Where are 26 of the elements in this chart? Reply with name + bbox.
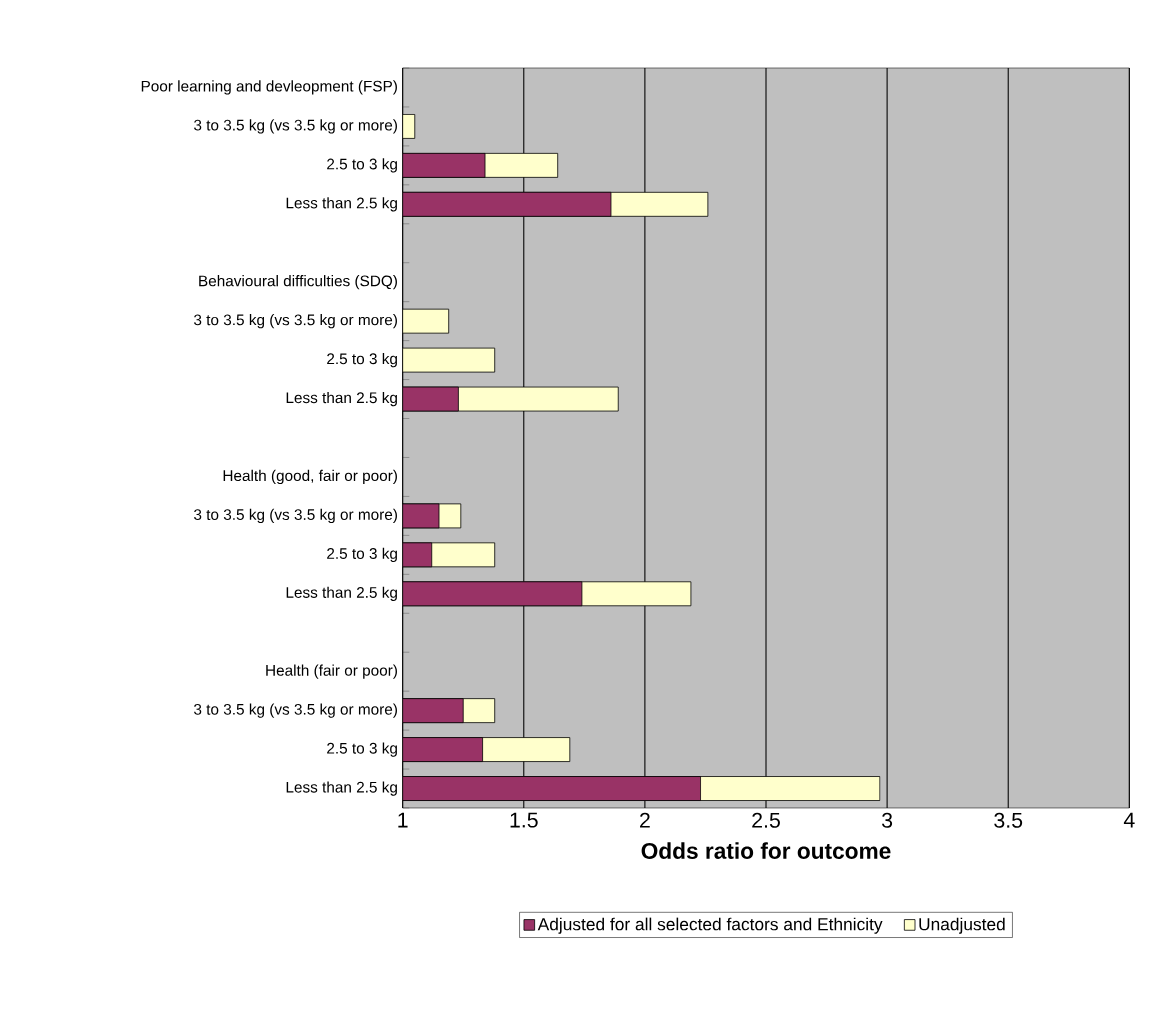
- x-axis-title: Odds ratio for outcome: [641, 842, 891, 859]
- y-tick-label: Health (good, fair or poor): [223, 469, 397, 485]
- y-tick-label: 3 to 3.5 kg (vs 3.5 kg or more): [194, 119, 397, 134]
- legend-label: Adjusted for all selected factors and Ethnicity: [537, 917, 883, 934]
- x-tick-label: 4: [1123, 812, 1135, 828]
- y-tick-label: Poor learning and devleopment (FSP): [141, 80, 397, 95]
- x-tick-label: 1: [398, 812, 408, 828]
- y-tick-label: Less than 2.5 kg: [286, 197, 397, 212]
- x-tick-label: 3.5: [994, 812, 1023, 828]
- y-tick-label: Less than 2.5 kg: [286, 781, 397, 796]
- y-tick-label: Less than 2.5 kg: [286, 586, 397, 601]
- y-tick-label: Health (fair or poor): [266, 664, 397, 679]
- y-tick-label: 3 to 3.5 kg (vs 3.5 kg or more): [194, 703, 397, 718]
- x-tick-label: 1.5: [510, 812, 538, 828]
- y-tick-label: 2.5 to 3 kg: [327, 742, 397, 757]
- x-tick-label: 2: [640, 812, 650, 828]
- y-tick-label: 2.5 to 3 kg: [327, 158, 397, 173]
- x-tick-label: 3: [882, 812, 893, 828]
- y-tick-label: 3 to 3.5 kg (vs 3.5 kg or more): [194, 508, 397, 524]
- y-tick-label: Less than 2.5 kg: [286, 391, 397, 407]
- y-tick-label: 3 to 3.5 kg (vs 3.5 kg or more): [194, 314, 397, 329]
- y-tick-label: 2.5 to 3 kg: [327, 352, 397, 368]
- y-tick-label: Behavioural difficulties (SDQ): [199, 275, 397, 290]
- y-tick-label: 2.5 to 3 kg: [327, 547, 397, 562]
- legend-label: Unadjusted: [919, 917, 1005, 934]
- x-tick-label: 2.5: [752, 812, 780, 828]
